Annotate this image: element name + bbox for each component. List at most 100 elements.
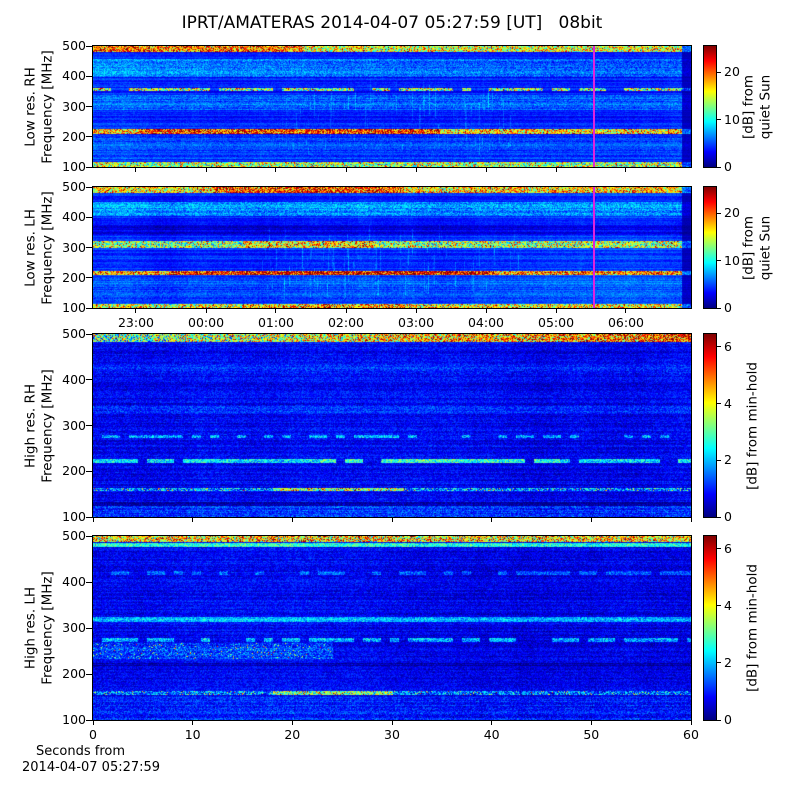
y-tick-label: 400: [62, 209, 86, 225]
colorbar-tick-label: 6: [724, 338, 732, 354]
x-tick-label: 30: [384, 727, 400, 742]
x-tick: [205, 308, 207, 313]
colorbar-tick: [716, 605, 721, 607]
y-tick: [86, 627, 92, 629]
y-tick: [86, 673, 92, 675]
colorbar-label-line2: quiet Sun: [758, 215, 774, 280]
y-tick: [86, 333, 92, 335]
y-axis-label-line2: Frequency [MHz]: [40, 49, 56, 164]
panel-high-res-lh: [92, 535, 692, 721]
x-tick: [485, 167, 487, 172]
y-tick-label: 300: [62, 620, 86, 635]
colorbar-tick-label: 0: [724, 712, 732, 727]
x-tick: [690, 517, 692, 522]
x-tick-label: 0: [89, 727, 97, 742]
x-tick: [291, 720, 293, 725]
x-tick: [205, 167, 207, 172]
x-tick: [192, 720, 194, 725]
y-tick-label: 300: [62, 98, 86, 114]
colorbar-tick: [716, 516, 721, 518]
x-tick: [92, 720, 94, 725]
x-tick: [92, 517, 94, 522]
y-tick: [86, 216, 92, 218]
y-tick-label: 300: [62, 417, 86, 433]
colorbar-label-line2: quiet Sun: [758, 74, 774, 139]
x-tick: [491, 720, 493, 725]
time-marker-line: [592, 187, 596, 308]
y-tick: [86, 516, 92, 518]
y-tick-label: 100: [62, 712, 86, 727]
y-tick-label: 100: [62, 159, 86, 174]
panel-high-res-rh: [92, 333, 692, 518]
x-tick: [391, 720, 393, 725]
x-tick: [590, 517, 592, 522]
x-tick: [415, 167, 417, 172]
colorbar-label-line1: [dB] from min-hold: [744, 361, 761, 490]
colorbar-tick: [716, 119, 721, 121]
spectrogram-canvas-high-res-lh: [93, 536, 691, 720]
colorbar-tick: [716, 71, 721, 73]
colorbar-tick: [716, 662, 721, 664]
y-tick: [86, 719, 92, 721]
y-tick-label: 400: [62, 371, 86, 387]
colorbar-tick-label: 2: [724, 452, 732, 468]
x-tick: [625, 167, 627, 172]
x-tick-label: 05:00: [538, 315, 575, 330]
panel-low-res-rh: [92, 45, 692, 168]
y-tick: [86, 186, 92, 188]
x-tick: [391, 517, 393, 522]
colorbar-label-line1: [dB] from: [740, 74, 757, 139]
colorbar-tick: [716, 307, 721, 309]
y-axis-label-line2: Frequency [MHz]: [40, 190, 56, 305]
colorbar-tick-label: 0: [724, 509, 732, 524]
seconds-axis-label-line1: Seconds from: [36, 744, 126, 759]
y-axis-label-low-res-rh: Low res. RH Frequency [MHz]: [23, 50, 58, 163]
colorbar-label-low-res-rh: [dB] from quiet Sun: [741, 74, 776, 138]
colorbar-high-res-lh: [703, 535, 717, 721]
y-tick-label: 500: [62, 38, 86, 53]
colorbar-tick: [716, 212, 721, 214]
colorbar-tick-label: 2: [724, 654, 732, 670]
y-axis-label-line1: High res. RH: [22, 383, 39, 468]
y-axis-label-line1: High res. LH: [22, 586, 39, 670]
x-tick-label: 01:00: [257, 315, 294, 330]
y-axis-label-line2: Frequency [MHz]: [40, 368, 56, 483]
y-tick: [86, 166, 92, 168]
y-tick: [86, 425, 92, 426]
x-tick: [485, 308, 487, 313]
x-tick-label: 04:00: [467, 315, 505, 330]
time-marker-line: [592, 46, 596, 167]
y-tick-label: 400: [62, 574, 86, 589]
y-tick-label: 100: [62, 300, 86, 315]
y-tick-label: 200: [62, 666, 86, 681]
x-tick-label: 10: [184, 727, 201, 742]
colorbar-tick-label: 6: [724, 540, 732, 556]
seconds-axis-label-line2: 2014-04-07 05:27:59: [22, 760, 161, 775]
x-tick: [345, 308, 347, 313]
colorbar-low-res-rh: [703, 45, 717, 168]
x-tick-label: 60: [683, 727, 699, 742]
x-tick: [275, 167, 277, 172]
spectrogram-canvas-high-res-rh: [93, 334, 691, 517]
x-tick: [590, 720, 592, 725]
panel-low-res-lh: [92, 186, 692, 309]
y-tick: [86, 277, 92, 279]
y-tick-label: 500: [62, 179, 86, 194]
x-tick-label: 00:00: [188, 315, 225, 330]
y-tick-label: 300: [62, 239, 86, 255]
y-tick-label: 500: [62, 326, 86, 341]
y-tick: [86, 45, 92, 47]
y-axis-label-line1: Low res. LH: [22, 208, 39, 287]
x-tick-label: 02:00: [327, 315, 365, 330]
y-tick: [86, 379, 92, 381]
x-tick: [491, 517, 493, 522]
y-tick: [86, 75, 92, 77]
colorbar-tick: [716, 719, 721, 721]
y-axis-label-high-res-rh: High res. RH Frequency [MHz]: [23, 369, 58, 482]
x-tick-label: 06:00: [607, 315, 644, 330]
colorbar-tick-label: 4: [724, 395, 732, 411]
colorbar-tick: [716, 346, 721, 348]
y-tick: [86, 470, 92, 472]
y-tick-label: 400: [62, 68, 86, 84]
